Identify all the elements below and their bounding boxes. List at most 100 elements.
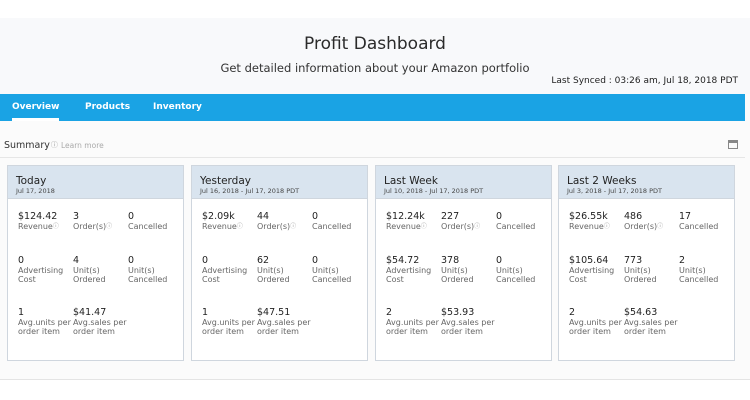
card-date-range: Jul 17, 2018: [16, 187, 55, 195]
calendar-icon[interactable]: [728, 140, 738, 149]
info-icon[interactable]: ⓘ: [657, 223, 664, 230]
metric: $41.47 Avg.sales per order item: [73, 307, 129, 336]
tab-overview[interactable]: Overview: [12, 94, 60, 121]
metric: $2.09k Revenueⓘ: [202, 211, 258, 231]
metric-label: Avg.sales per order item: [441, 318, 497, 336]
info-icon[interactable]: ⓘ: [236, 223, 243, 230]
metric-label-text: Advertising Cost: [386, 266, 432, 284]
metric-label-text: Advertising Cost: [202, 266, 248, 284]
metric-label: Revenueⓘ: [386, 222, 442, 231]
info-icon[interactable]: ⓘ: [474, 223, 481, 230]
metric: 227 Order(s)ⓘ: [441, 211, 497, 231]
metric-label-text: Unit(s) Ordered: [624, 266, 657, 284]
metric-label-text: Avg.units per order item: [569, 318, 622, 336]
metric: 0 Cancelled: [496, 211, 552, 231]
metric: 3 Order(s)ⓘ: [73, 211, 129, 231]
metric-value: 0: [496, 211, 503, 222]
info-icon[interactable]: ⓘ: [52, 223, 59, 230]
metric-label-text: Unit(s) Cancelled: [128, 266, 168, 284]
metric-label: Avg.units per order item: [202, 318, 258, 336]
metric-label: Unit(s) Cancelled: [496, 266, 552, 284]
metric-label: Cancelled: [496, 222, 552, 231]
metric-value: $53.93: [441, 307, 475, 318]
info-icon[interactable]: ⓘ: [50, 141, 58, 149]
tab-products[interactable]: Products: [85, 102, 131, 112]
learn-more-link[interactable]: Learn more: [60, 141, 104, 150]
metric-label: Advertising Cost: [202, 266, 258, 284]
metric-value: 62: [257, 255, 270, 266]
metric: $12.24k Revenueⓘ: [386, 211, 442, 231]
metric-label: Unit(s) Ordered: [73, 266, 129, 284]
metric-label-text: Order(s): [441, 222, 475, 231]
metric-label-text: Advertising Cost: [18, 266, 64, 284]
metric-label: Unit(s) Cancelled: [128, 266, 184, 284]
summary-card: Last Week Jul 10, 2018 - Jul 17, 2018 PDT…: [375, 165, 552, 361]
metric-value: $41.47: [73, 307, 107, 318]
card-date-range: Jul 3, 2018 - Jul 17, 2018 PDT: [567, 187, 663, 195]
page-subtitle: Get detailed information about your Amaz…: [220, 61, 530, 75]
metric: $53.93 Avg.sales per order item: [441, 307, 497, 336]
metric: $47.51 Avg.sales per order item: [257, 307, 313, 336]
metric: 378 Unit(s) Ordered: [441, 255, 497, 284]
metric: 486 Order(s)ⓘ: [624, 211, 680, 231]
metric-label-text: Unit(s) Ordered: [73, 266, 106, 284]
info-icon[interactable]: ⓘ: [106, 223, 113, 230]
metric-value: 0: [496, 255, 503, 266]
metric-label-text: Order(s): [257, 222, 291, 231]
metric-label-text: Revenue: [569, 222, 604, 231]
metric: $124.42 Revenueⓘ: [18, 211, 74, 231]
metric-label: Avg.units per order item: [569, 318, 625, 336]
metric-label: Cancelled: [679, 222, 735, 231]
metric-value: 2: [679, 255, 686, 266]
metric-label: Avg.sales per order item: [257, 318, 313, 336]
metric-label-text: Avg.units per order item: [386, 318, 439, 336]
metric-label: Order(s)ⓘ: [257, 222, 313, 231]
metric-label: Unit(s) Ordered: [257, 266, 313, 284]
metric-label-text: Unit(s) Cancelled: [496, 266, 536, 284]
card-title: Today: [16, 175, 47, 187]
metric-value: 0: [312, 211, 319, 222]
metric-label-text: Cancelled: [496, 222, 536, 231]
metric-value: 227: [441, 211, 460, 222]
metric: 0 Cancelled: [128, 211, 184, 231]
info-icon[interactable]: ⓘ: [290, 223, 297, 230]
info-icon[interactable]: ⓘ: [603, 223, 610, 230]
card-date-range: Jul 10, 2018 - Jul 17, 2018 PDT: [384, 187, 484, 195]
metric-value: 773: [624, 255, 643, 266]
dashboard-header: [0, 18, 750, 94]
metric-value: 1: [18, 307, 25, 318]
tab-inventory[interactable]: Inventory: [153, 102, 202, 112]
info-icon[interactable]: ⓘ: [420, 223, 427, 230]
metric: 1 Avg.units per order item: [18, 307, 74, 336]
metric-label-text: Unit(s) Ordered: [257, 266, 290, 284]
card-title: Last 2 Weeks: [567, 175, 637, 187]
metric-value: $12.24k: [386, 211, 425, 222]
metric-label: Revenueⓘ: [202, 222, 258, 231]
metric-label-text: Avg.sales per order item: [624, 318, 678, 336]
metric-label-text: Advertising Cost: [569, 266, 615, 284]
metric: $54.63 Avg.sales per order item: [624, 307, 680, 336]
metric-value: 0: [18, 255, 25, 266]
metric-value: $26.55k: [569, 211, 608, 222]
metric: 2 Avg.units per order item: [569, 307, 625, 336]
metric-label-text: Avg.units per order item: [18, 318, 71, 336]
metric-value: 378: [441, 255, 460, 266]
metric-value: 0: [128, 211, 135, 222]
metric-value: 0: [128, 255, 135, 266]
card-title: Last Week: [384, 175, 438, 187]
metric: 773 Unit(s) Ordered: [624, 255, 680, 284]
card-header: Yesterday Jul 16, 2018 - Jul 17, 2018 PDT: [192, 166, 367, 199]
metric-label: Avg.sales per order item: [73, 318, 129, 336]
metric-value: $54.63: [624, 307, 658, 318]
metric-label: Unit(s) Ordered: [624, 266, 680, 284]
summary-label: Summary: [4, 140, 50, 151]
metric-value: 17: [679, 211, 692, 222]
metric-label: Avg.units per order item: [18, 318, 74, 336]
metric-label-text: Avg.sales per order item: [257, 318, 311, 336]
metric-label-text: Avg.units per order item: [202, 318, 255, 336]
metric-label-text: Cancelled: [679, 222, 719, 231]
metric-label: Order(s)ⓘ: [441, 222, 497, 231]
metric: 0 Cancelled: [312, 211, 368, 231]
summary-card: Today Jul 17, 2018 $124.42 Revenueⓘ 3 Order(s…: [7, 165, 184, 361]
metric-label-text: Unit(s) Ordered: [441, 266, 474, 284]
